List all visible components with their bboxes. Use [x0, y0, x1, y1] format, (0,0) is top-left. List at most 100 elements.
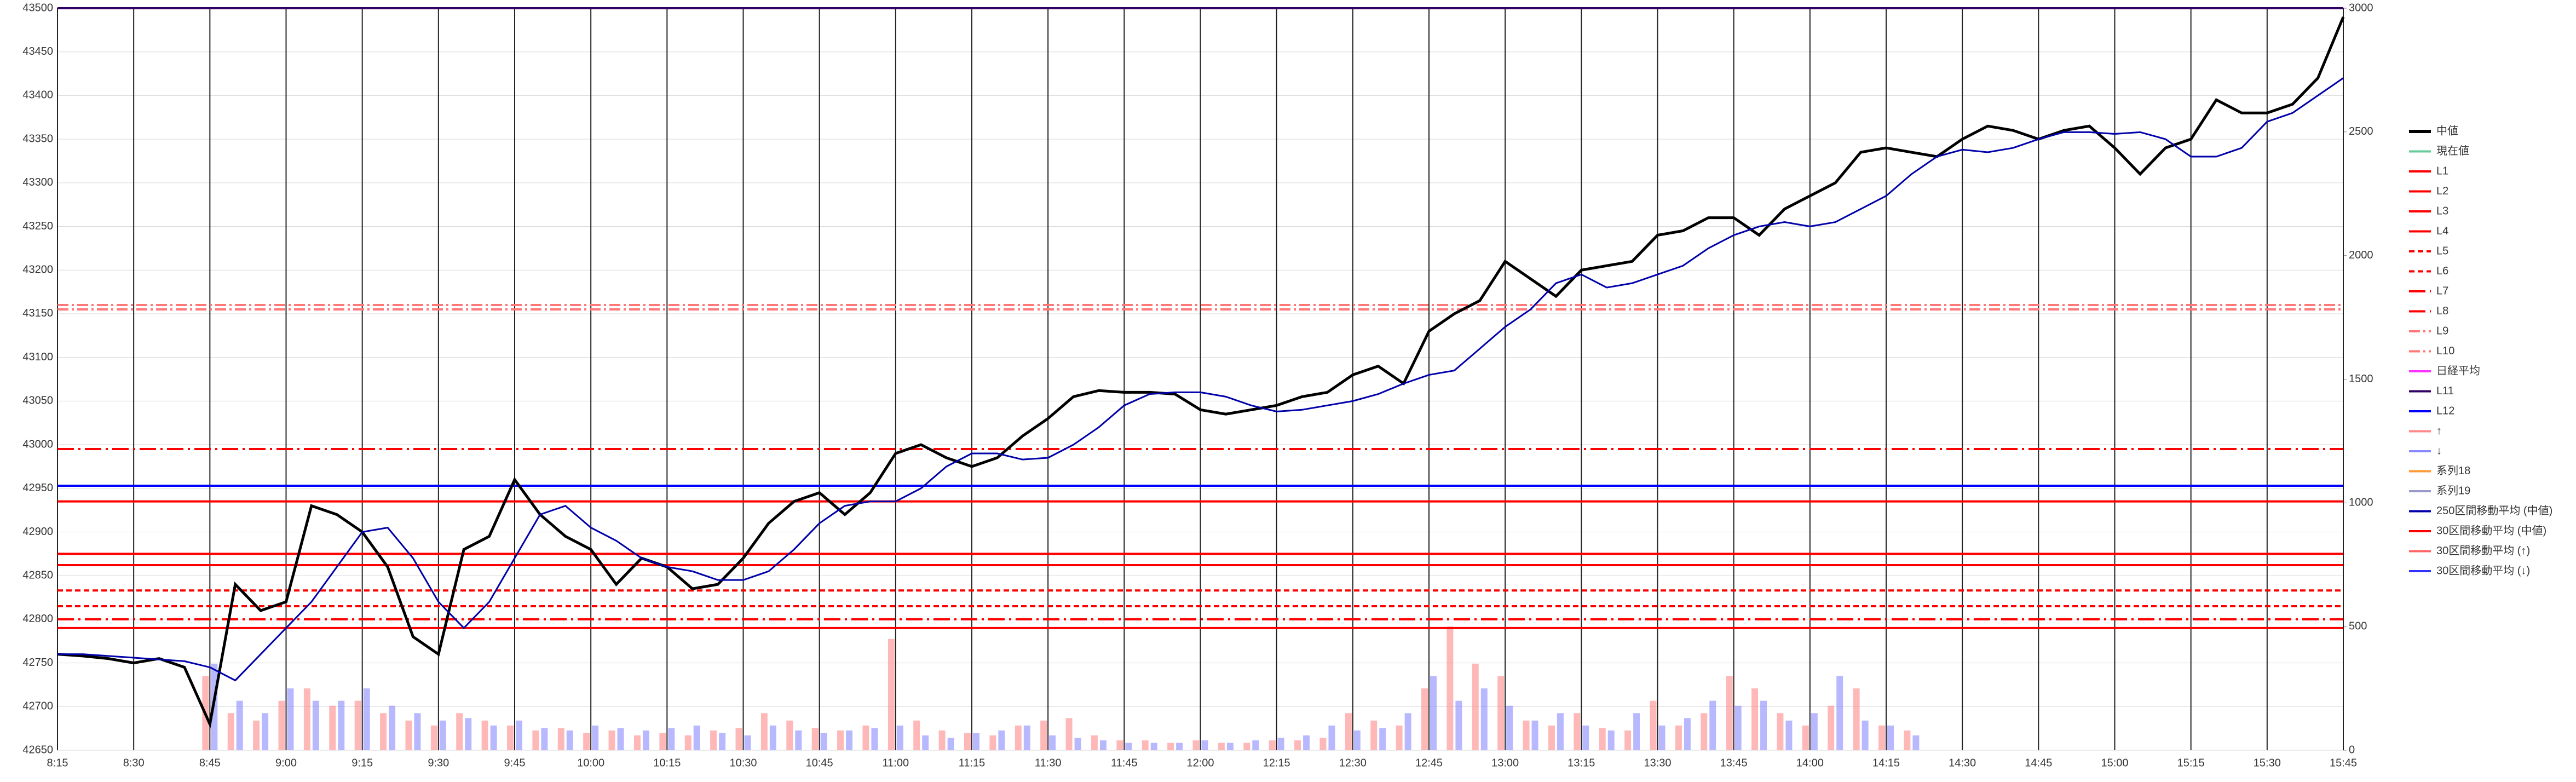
volume-bar: [973, 733, 979, 750]
volume-bar: [1582, 725, 1589, 750]
volume-bar: [1607, 730, 1615, 750]
y-tick-label: 43350: [22, 133, 53, 145]
legend-label: 現在値: [2436, 145, 2469, 157]
x-tick-label: 13:00: [1491, 757, 1519, 769]
volume-bar: [1633, 713, 1640, 750]
y2-tick-label: 2000: [2349, 249, 2373, 261]
y-tick-label: 42950: [22, 482, 53, 494]
volume-bar: [1201, 740, 1208, 750]
volume-bar: [1319, 738, 1327, 750]
volume-bar: [1370, 720, 1378, 750]
legend-label: L12: [2436, 405, 2454, 417]
volume-bar: [253, 720, 260, 750]
y2-tick-label: 500: [2349, 620, 2367, 632]
y-tick-label: 42750: [22, 657, 53, 669]
volume-bar: [1396, 725, 1403, 750]
volume-bar: [338, 700, 345, 750]
volume-bar: [1099, 740, 1107, 750]
volume-bar: [312, 700, 319, 750]
volume-bar: [1836, 676, 1843, 750]
volume-bar: [735, 728, 742, 750]
volume-bar: [964, 733, 971, 750]
legend-label: 30区間移動平均 (↑): [2436, 544, 2530, 557]
volume-bar: [1379, 728, 1386, 750]
volume-bar: [1684, 718, 1691, 750]
volume-bar: [583, 733, 590, 750]
volume-bar: [1243, 743, 1250, 750]
volume-bar: [760, 713, 768, 750]
volume-bar: [922, 735, 929, 750]
x-tick-label: 10:00: [577, 757, 604, 769]
volume-bar: [1353, 730, 1361, 750]
volume-bar: [1777, 713, 1784, 750]
volume-bar: [380, 713, 387, 750]
x-tick-label: 9:45: [504, 757, 526, 769]
volume-bar: [633, 735, 641, 750]
x-tick-label: 11:30: [1035, 757, 1062, 769]
volume-bar: [1116, 740, 1123, 750]
volume-bar: [414, 713, 421, 750]
x-tick-label: 11:45: [1111, 757, 1138, 769]
legend-label: L10: [2436, 345, 2454, 357]
volume-bar: [608, 730, 615, 750]
volume-bar: [1828, 705, 1835, 750]
volume-bar: [888, 639, 895, 750]
volume-bar: [1472, 663, 1479, 750]
volume-bar: [278, 700, 285, 750]
volume-bar: [389, 705, 396, 750]
x-tick-label: 9:00: [275, 757, 297, 769]
x-tick-label: 10:15: [653, 757, 681, 769]
volume-bar: [236, 700, 243, 750]
series-line: [57, 77, 2344, 682]
x-tick-label: 8:30: [123, 757, 145, 769]
y-tick-label: 43000: [22, 438, 53, 450]
x-tick-label: 13:15: [1568, 757, 1595, 769]
volume-bar: [837, 730, 844, 750]
volume-bar: [1269, 740, 1276, 750]
x-tick-label: 14:45: [2025, 757, 2052, 769]
x-tick-label: 12:15: [1263, 757, 1290, 769]
volume-bar: [507, 725, 514, 750]
volume-bar: [1912, 735, 1920, 750]
x-tick-label: 11:15: [959, 757, 986, 769]
y-tick-label: 43150: [22, 307, 53, 319]
y-tick-label: 42800: [22, 613, 53, 625]
x-tick-label: 13:45: [1720, 757, 1748, 769]
volume-bar: [1049, 735, 1056, 750]
volume-bar: [1557, 713, 1564, 750]
legend-label: L3: [2436, 205, 2448, 217]
y-tick-label: 42900: [22, 526, 53, 538]
legend-label: L6: [2436, 265, 2448, 277]
x-tick-label: 10:30: [729, 757, 757, 769]
x-tick-label: 15:30: [2254, 757, 2281, 769]
volume-bar: [1345, 713, 1352, 750]
volume-bar: [1176, 743, 1183, 750]
volume-bar: [541, 728, 548, 750]
volume-bar: [490, 725, 497, 750]
x-tick-label: 14:00: [1796, 757, 1824, 769]
volume-bar: [744, 735, 751, 750]
volume-bar: [405, 720, 412, 750]
volume-bar: [262, 713, 269, 750]
volume-bar: [1701, 713, 1708, 750]
volume-bar: [896, 725, 903, 750]
volume-bar: [592, 725, 599, 750]
volume-bar: [1548, 725, 1555, 750]
volume-bar: [913, 720, 920, 750]
volume-bar: [846, 730, 853, 750]
volume-bar: [1226, 743, 1234, 750]
legend-label: L8: [2436, 305, 2448, 317]
legend-label: 中値: [2436, 124, 2458, 137]
x-tick-label: 8:45: [199, 757, 221, 769]
legend-label: ↓: [2436, 445, 2442, 457]
legend-label: 30区間移動平均 (↓): [2436, 564, 2530, 577]
y-tick-label: 42700: [22, 700, 53, 712]
volume-bar: [871, 728, 878, 750]
volume-bar: [1074, 738, 1081, 750]
volume-bar: [1650, 700, 1657, 750]
volume-bar: [1328, 725, 1335, 750]
y2-tick-label: 1500: [2349, 373, 2373, 385]
y-tick-label: 43100: [22, 351, 53, 363]
volume-bar: [1167, 743, 1174, 750]
volume-bar: [795, 730, 802, 750]
